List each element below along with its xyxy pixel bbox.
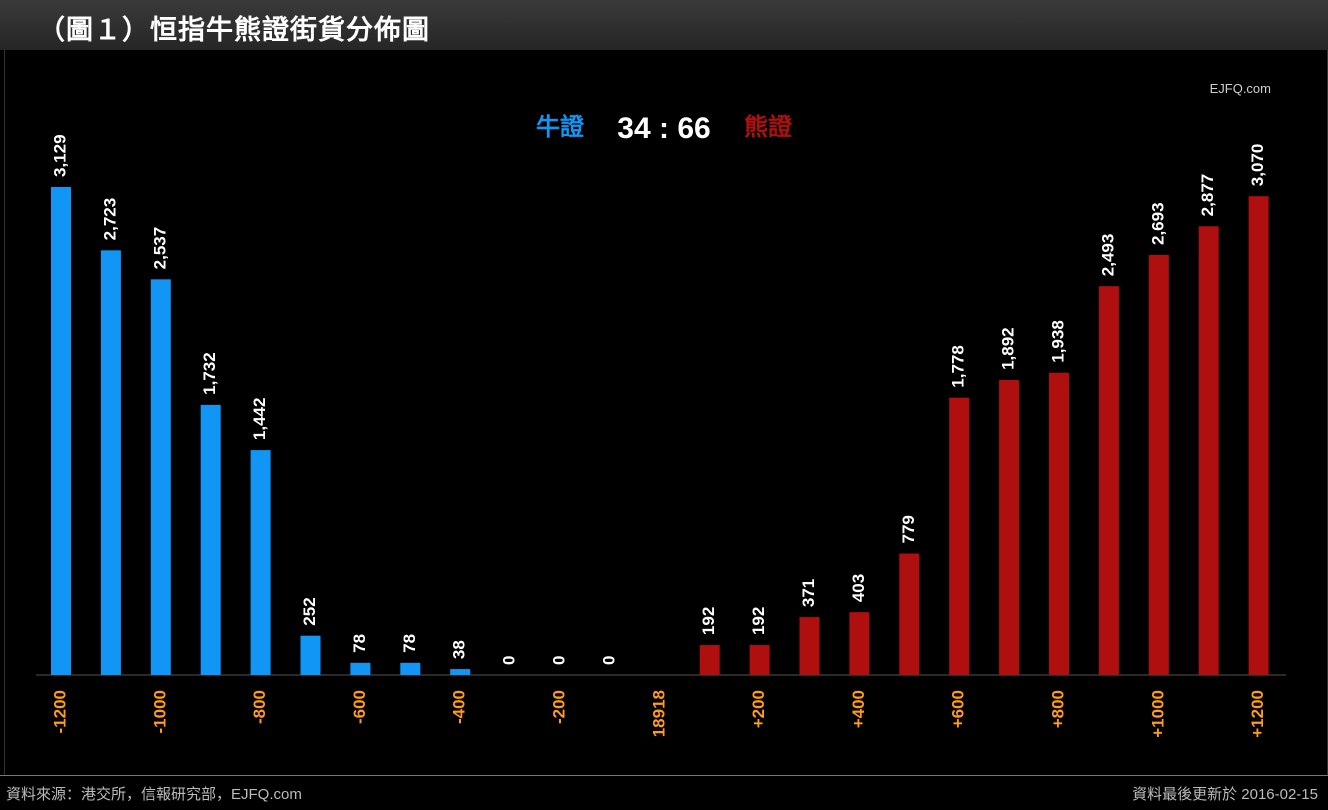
bar-bear-+900 bbox=[1098, 286, 1119, 675]
x-tick-label--600: -600 bbox=[350, 690, 369, 724]
bull-ratio-label: 牛證 bbox=[536, 113, 585, 141]
value-label-+1200: 3,070 bbox=[1248, 144, 1267, 187]
value-label-+1100: 2,877 bbox=[1198, 174, 1217, 217]
value-label--1100: 2,723 bbox=[100, 198, 119, 241]
bar-bear-+1200 bbox=[1248, 196, 1269, 675]
bar-bear-+200 bbox=[749, 645, 770, 675]
value-label-+100: 192 bbox=[699, 607, 718, 635]
value-label--1000: 2,537 bbox=[150, 227, 169, 270]
value-label--600: 78 bbox=[350, 634, 369, 653]
bar-bull--1200 bbox=[51, 187, 71, 675]
bar-bear-+700 bbox=[999, 379, 1020, 675]
x-tick-label--400: -400 bbox=[450, 690, 469, 724]
ratio-value: 34 : 66 bbox=[617, 112, 710, 145]
x-tick-label-18918: 18918 bbox=[649, 690, 668, 737]
bar-bear-+400 bbox=[849, 612, 870, 675]
value-label-+900: 2,493 bbox=[1098, 234, 1117, 277]
x-tick-label--200: -200 bbox=[549, 690, 568, 724]
value-label--400: 38 bbox=[450, 640, 469, 659]
bar-bull--1000 bbox=[150, 279, 171, 675]
bar-bear-+600 bbox=[949, 397, 970, 675]
title-bar: （圖１）恒指牛熊證街貨分佈圖 bbox=[0, 0, 1328, 50]
x-tick-label-+1200: +1200 bbox=[1248, 690, 1267, 738]
value-label--500: 78 bbox=[400, 634, 419, 653]
x-tick-label--800: -800 bbox=[250, 690, 269, 724]
value-label-+700: 1,892 bbox=[999, 327, 1018, 370]
bar-bear-+1000 bbox=[1148, 254, 1169, 675]
value-label-+600: 1,778 bbox=[949, 345, 968, 388]
footer-divider bbox=[0, 775, 1328, 776]
watermark: EJFQ.com bbox=[1210, 81, 1271, 96]
x-tick-label-+600: +600 bbox=[949, 690, 968, 728]
bar-bull--900 bbox=[200, 404, 221, 675]
value-label--300: 0 bbox=[500, 656, 519, 665]
update-date: 資料最後更新於 2016-02-15 bbox=[1132, 786, 1318, 803]
bar-bear-+800 bbox=[1049, 372, 1069, 675]
bar-bull--600 bbox=[350, 662, 371, 675]
value-label-+300: 371 bbox=[799, 579, 818, 607]
bar-bear-+1100 bbox=[1198, 226, 1219, 676]
x-tick-label--1000: -1000 bbox=[150, 690, 169, 733]
value-label-+200: 192 bbox=[749, 607, 768, 635]
x-tick-label-+200: +200 bbox=[749, 690, 768, 728]
bar-bear-+100 bbox=[699, 645, 720, 675]
x-tick-label--1200: -1200 bbox=[50, 690, 69, 733]
x-tick-label-+1000: +1000 bbox=[1148, 690, 1167, 738]
value-label-+500: 779 bbox=[899, 515, 918, 543]
bar-bear-+500 bbox=[899, 553, 920, 675]
value-label--700: 252 bbox=[300, 597, 319, 625]
value-label-+400: 403 bbox=[849, 574, 868, 602]
bar-bull--1100 bbox=[100, 250, 121, 675]
bar-bull--700 bbox=[300, 635, 321, 675]
bear-ratio-label: 熊證 bbox=[744, 113, 793, 141]
value-label--900: 1,732 bbox=[200, 352, 219, 395]
x-tick-label-+400: +400 bbox=[849, 690, 868, 728]
bar-bull--800 bbox=[250, 450, 271, 675]
value-label--100: 0 bbox=[599, 656, 618, 665]
bar-bear-+300 bbox=[799, 617, 820, 675]
bar-bull--400 bbox=[450, 669, 471, 675]
value-label--1200: 3,129 bbox=[50, 134, 69, 177]
page-title: （圖１）恒指牛熊證街貨分佈圖 bbox=[38, 15, 430, 45]
value-label-+1000: 2,693 bbox=[1148, 202, 1167, 245]
source-note: 資料來源：港交所，信報研究部，EJFQ.com bbox=[6, 786, 302, 803]
x-tick-label-+800: +800 bbox=[1048, 690, 1067, 728]
value-label--800: 1,442 bbox=[250, 398, 269, 441]
value-label-+800: 1,938 bbox=[1048, 320, 1067, 363]
value-label--200: 0 bbox=[549, 656, 568, 665]
bar-bull--500 bbox=[400, 662, 421, 675]
